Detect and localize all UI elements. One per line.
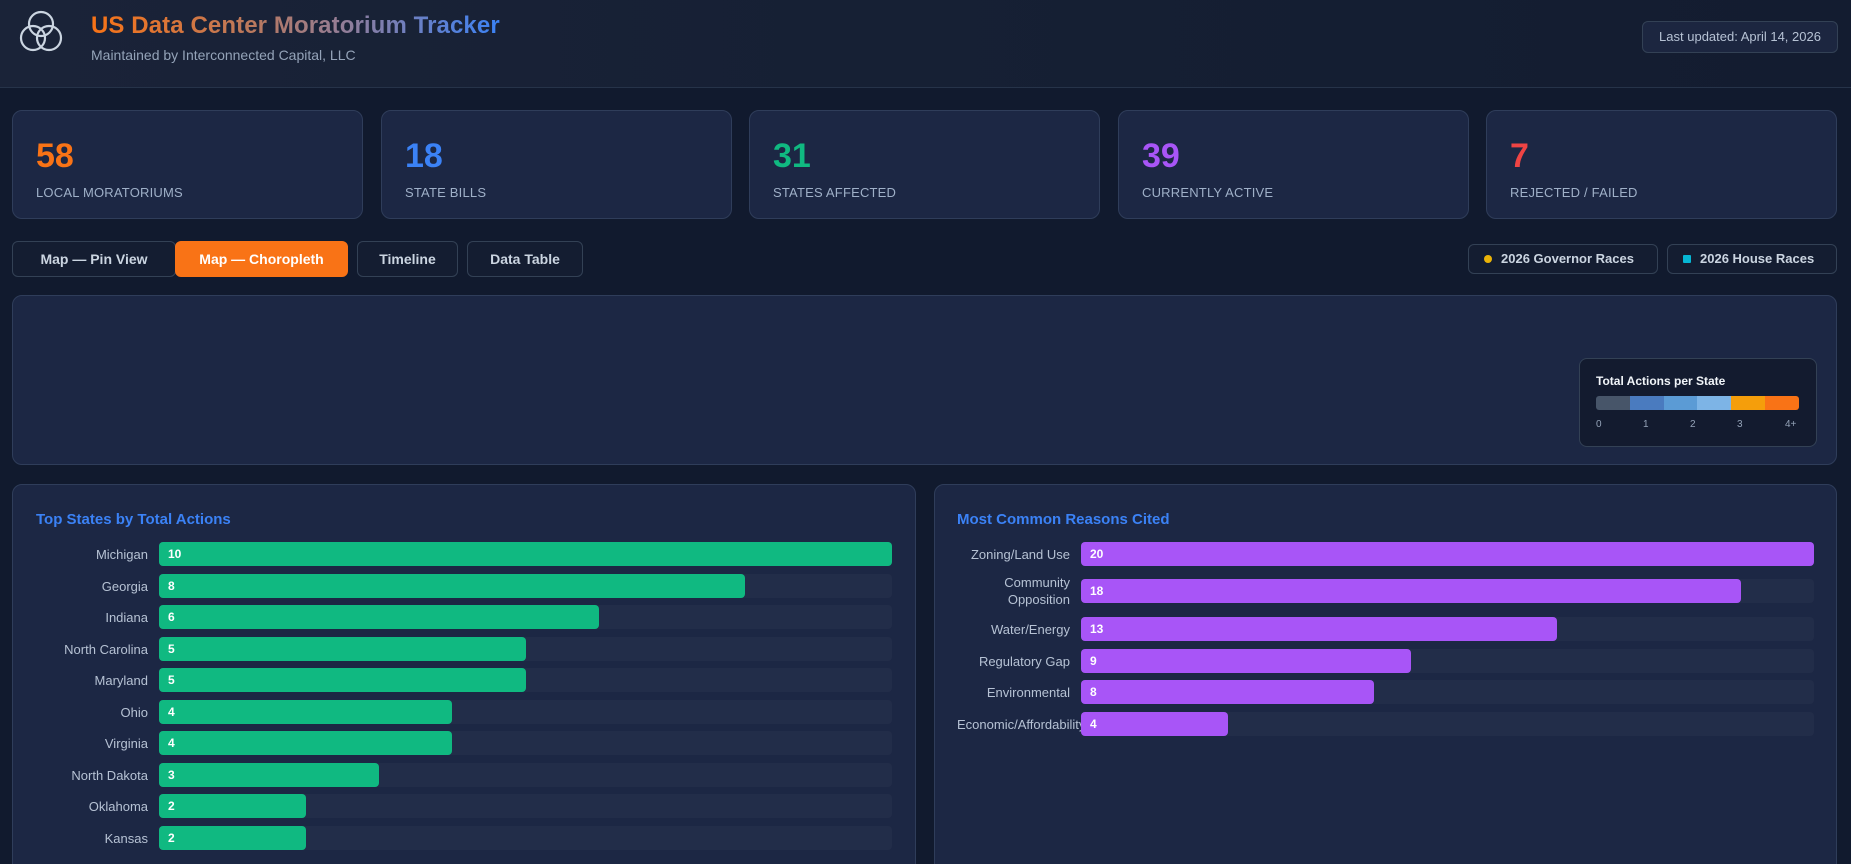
bar-value-label: 4 (168, 736, 175, 750)
bar-label: North Carolina (64, 642, 148, 657)
bar-label: Kansas (104, 831, 148, 846)
stat-card-local-moratoriums: 58 LOCAL MORATORIUMS (12, 110, 363, 219)
stat-label: LOCAL MORATORIUMS (36, 185, 183, 200)
bar-label: Oklahoma (88, 799, 148, 814)
top-states-title: Top States by Total Actions (36, 511, 231, 528)
bar-value-label: 5 (168, 642, 175, 656)
legend-tick: 0 (1596, 419, 1602, 430)
stat-value: 39 (1142, 137, 1180, 175)
last-updated-badge: Last updated: April 14, 2026 (1642, 21, 1838, 53)
legend-color-scale (1596, 396, 1799, 410)
stat-value: 31 (773, 137, 811, 175)
legend-tick: 3 (1737, 419, 1743, 430)
stat-value: 58 (36, 137, 74, 175)
bar[interactable] (1081, 680, 1374, 704)
bar[interactable] (159, 574, 745, 598)
bar[interactable] (159, 637, 526, 661)
interlocking-circles-logo (19, 10, 63, 52)
page-header: US Data Center Moratorium Tracker Mainta… (0, 0, 1851, 88)
tab-data-table[interactable]: Data Table (467, 241, 583, 277)
bar[interactable] (159, 763, 379, 787)
map-legend: Total Actions per State 0 1 2 3 4+ (1579, 358, 1817, 447)
bar[interactable] (159, 605, 599, 629)
bar-value-label: 4 (1090, 717, 1097, 731)
bar-value-label: 2 (168, 831, 175, 845)
bar-value-label: 5 (168, 673, 175, 687)
bar-label: Michigan (95, 547, 148, 562)
legend-tick: 1 (1643, 419, 1649, 430)
bar[interactable] (159, 542, 892, 566)
legend-swatch (1596, 396, 1630, 410)
bar[interactable] (159, 794, 306, 818)
tab-map-choropleth[interactable]: Map — Choropleth (175, 241, 348, 277)
legend-swatch (1629, 396, 1664, 410)
bar-value-label: 18 (1090, 584, 1104, 598)
bar-label: Water/Energy (991, 622, 1070, 637)
stat-label: STATE BILLS (405, 185, 487, 200)
reasons-title: Most Common Reasons Cited (957, 511, 1170, 528)
stat-label: STATES AFFECTED (773, 185, 897, 200)
bar-value-label: 8 (1090, 685, 1097, 699)
bar-value-label: 6 (168, 610, 175, 624)
bar-label: Ohio (120, 705, 148, 720)
stat-card-states-affected: 31 STATES AFFECTED (749, 110, 1100, 219)
choropleth-map[interactable] (12, 295, 1837, 465)
bar-value-label: 8 (168, 579, 175, 593)
bar-label: Regulatory Gap (978, 654, 1070, 669)
bar[interactable] (159, 700, 452, 724)
bar-value-label: 3 (168, 768, 175, 782)
bar-label: North Dakota (71, 768, 148, 783)
bar-value-label: 20 (1090, 547, 1104, 561)
page-title: US Data Center Moratorium Tracker (91, 12, 500, 39)
bar-value-label: 13 (1090, 622, 1104, 636)
bar[interactable] (1081, 712, 1228, 736)
bar[interactable] (159, 668, 526, 692)
bar[interactable] (1081, 617, 1557, 641)
bar[interactable] (159, 731, 452, 755)
stat-card-currently-active: 39 CURRENTLY ACTIVE (1118, 110, 1469, 219)
bar-value-label: 9 (1090, 654, 1097, 668)
governor-races-toggle[interactable]: 2026 Governor Races (1468, 244, 1658, 274)
bar[interactable] (1081, 542, 1814, 566)
bar[interactable] (1081, 649, 1411, 673)
tab-timeline[interactable]: Timeline (357, 241, 458, 277)
bar-label: Maryland (94, 673, 148, 688)
bar-value-label: 2 (168, 799, 175, 813)
bar-label: Environmental (986, 685, 1070, 700)
bar-value-label: 10 (168, 547, 182, 561)
bar-label: Community Opposition (1004, 575, 1070, 607)
legend-swatch (1663, 396, 1698, 410)
legend-swatch (1697, 396, 1732, 410)
bar-label: Georgia (101, 579, 148, 594)
bar-label: Indiana (105, 610, 148, 625)
bar-label: Zoning/Land Use (970, 547, 1070, 562)
stat-label: CURRENTLY ACTIVE (1142, 185, 1274, 200)
governor-races-dot-icon (1484, 255, 1492, 263)
legend-tick: 4+ (1785, 419, 1797, 430)
stat-card-state-bills: 18 STATE BILLS (381, 110, 732, 219)
stat-label: REJECTED / FAILED (1510, 185, 1638, 200)
bar-label: Virginia (104, 736, 148, 751)
reasons-panel: Most Common Reasons Cited (934, 484, 1837, 864)
legend-title: Total Actions per State (1596, 374, 1726, 388)
governor-races-label: 2026 Governor Races (1501, 251, 1634, 266)
bar-value-label: 4 (168, 705, 175, 719)
house-races-label: 2026 House Races (1700, 251, 1815, 266)
stat-value: 7 (1510, 137, 1529, 175)
bar-label: Economic/Affordability (957, 717, 1081, 732)
legend-swatch (1765, 396, 1799, 410)
bar[interactable] (1081, 579, 1741, 603)
tab-map-pin-view[interactable]: Map — Pin View (12, 241, 176, 277)
stat-value: 18 (405, 137, 443, 175)
page-subtitle: Maintained by Interconnected Capital, LL… (91, 47, 356, 63)
legend-swatch (1731, 396, 1766, 410)
house-races-square-icon (1683, 255, 1691, 263)
legend-tick: 2 (1690, 419, 1696, 430)
bar[interactable] (159, 826, 306, 850)
stat-card-rejected-failed: 7 REJECTED / FAILED (1486, 110, 1837, 219)
house-races-toggle[interactable]: 2026 House Races (1667, 244, 1837, 274)
